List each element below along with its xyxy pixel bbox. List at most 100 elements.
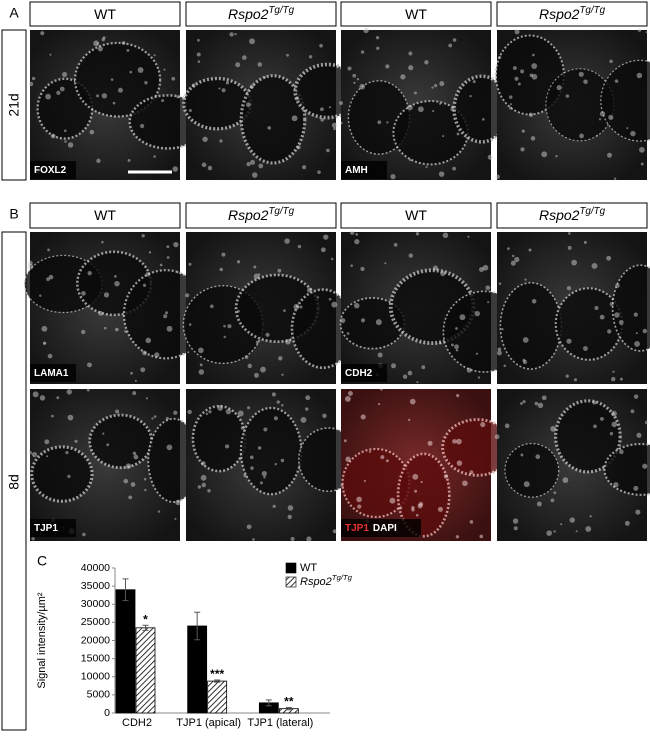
nucleus xyxy=(331,122,338,128)
nucleus xyxy=(555,154,558,158)
image-label: AMH xyxy=(345,165,368,176)
nucleus xyxy=(234,33,237,36)
nucleus xyxy=(130,371,133,375)
x-tick-label: TJP1 (apical) xyxy=(176,717,241,729)
text-main: Rspo2 xyxy=(228,6,269,22)
y-axis-label: Signal intensity/µm² xyxy=(36,592,48,689)
y-tick-label: 40000 xyxy=(81,562,110,574)
nucleus xyxy=(132,451,137,456)
nucleus xyxy=(56,90,61,95)
nucleus xyxy=(271,392,276,397)
nucleus xyxy=(145,272,151,277)
nucleus xyxy=(134,379,137,382)
nucleus xyxy=(630,130,636,137)
nucleus xyxy=(420,480,423,484)
nucleus xyxy=(633,312,638,317)
nucleus xyxy=(424,60,429,65)
nucleus xyxy=(635,332,638,335)
nucleus xyxy=(530,136,536,141)
nucleus xyxy=(509,103,512,106)
nucleus xyxy=(287,514,292,520)
nucleus xyxy=(306,536,312,542)
nucleus xyxy=(455,327,458,330)
nucleus xyxy=(414,91,417,95)
nucleus xyxy=(200,461,206,466)
column-header: WT xyxy=(405,207,427,223)
nucleus xyxy=(121,41,126,45)
nucleus xyxy=(565,374,569,378)
nucleus xyxy=(173,410,178,415)
nucleus xyxy=(129,70,133,74)
nucleus xyxy=(191,83,196,88)
nucleus xyxy=(550,425,557,432)
nucleus xyxy=(609,302,614,307)
legend-swatch xyxy=(285,576,297,588)
header-box xyxy=(496,1,648,27)
nucleus xyxy=(345,456,351,462)
text-sup: Tg/Tg xyxy=(579,5,605,16)
nucleus xyxy=(45,93,52,100)
nucleus xyxy=(553,491,557,495)
column-header: Rspo2Tg/Tg xyxy=(228,5,295,22)
nucleus xyxy=(31,537,35,541)
nucleus xyxy=(645,31,648,34)
nucleus xyxy=(43,341,47,345)
micrograph xyxy=(496,232,650,384)
nucleus xyxy=(98,311,104,316)
label-bg xyxy=(30,364,76,382)
nucleus xyxy=(142,283,147,287)
row-label-box xyxy=(1,29,27,181)
nucleus xyxy=(259,481,263,485)
nucleus xyxy=(130,482,136,487)
text-main: Rspo2 xyxy=(539,6,580,22)
legend-label: Rspo2Tg/Tg xyxy=(300,573,353,588)
nucleus xyxy=(573,378,578,382)
nucleus xyxy=(537,402,544,409)
nucleus xyxy=(163,314,168,319)
nucleus xyxy=(145,397,149,400)
nucleus xyxy=(205,412,209,416)
nucleus xyxy=(583,240,587,244)
nucleus xyxy=(462,480,468,487)
nucleus xyxy=(81,291,86,296)
column-header: WT xyxy=(94,6,116,22)
nucleus xyxy=(512,518,519,524)
nucleus xyxy=(207,165,213,171)
x-tick-label: CDH2 xyxy=(122,717,152,729)
nucleus xyxy=(56,396,60,400)
nucleus xyxy=(442,135,445,138)
nucleus xyxy=(640,162,644,166)
nucleus xyxy=(412,473,419,480)
micrograph xyxy=(340,387,514,541)
nucleus xyxy=(223,324,226,328)
nucleus xyxy=(247,363,253,369)
nucleus xyxy=(187,351,190,354)
nucleus xyxy=(479,534,484,539)
nucleus xyxy=(171,76,176,81)
nucleus xyxy=(482,118,485,121)
nucleus xyxy=(276,400,280,404)
nucleus xyxy=(330,257,334,261)
nucleus xyxy=(626,127,629,130)
nucleus xyxy=(164,311,168,315)
nucleus xyxy=(115,327,119,332)
nucleus xyxy=(123,478,129,484)
nucleus xyxy=(333,127,336,131)
nucleus xyxy=(317,170,321,174)
nucleus xyxy=(456,132,460,136)
nucleus xyxy=(611,421,618,428)
nucleus xyxy=(520,402,523,405)
nucleus xyxy=(208,410,212,414)
nucleus xyxy=(455,348,459,352)
follicle xyxy=(88,413,154,470)
nucleus xyxy=(440,270,446,277)
nucleus xyxy=(477,376,481,379)
nucleus xyxy=(197,60,201,63)
nucleus xyxy=(556,84,562,91)
nucleus xyxy=(634,340,640,347)
label-text: DAPI xyxy=(373,523,397,534)
nucleus xyxy=(290,536,295,542)
nucleus xyxy=(431,86,434,89)
significance: * xyxy=(143,612,148,626)
nucleus xyxy=(613,482,619,488)
